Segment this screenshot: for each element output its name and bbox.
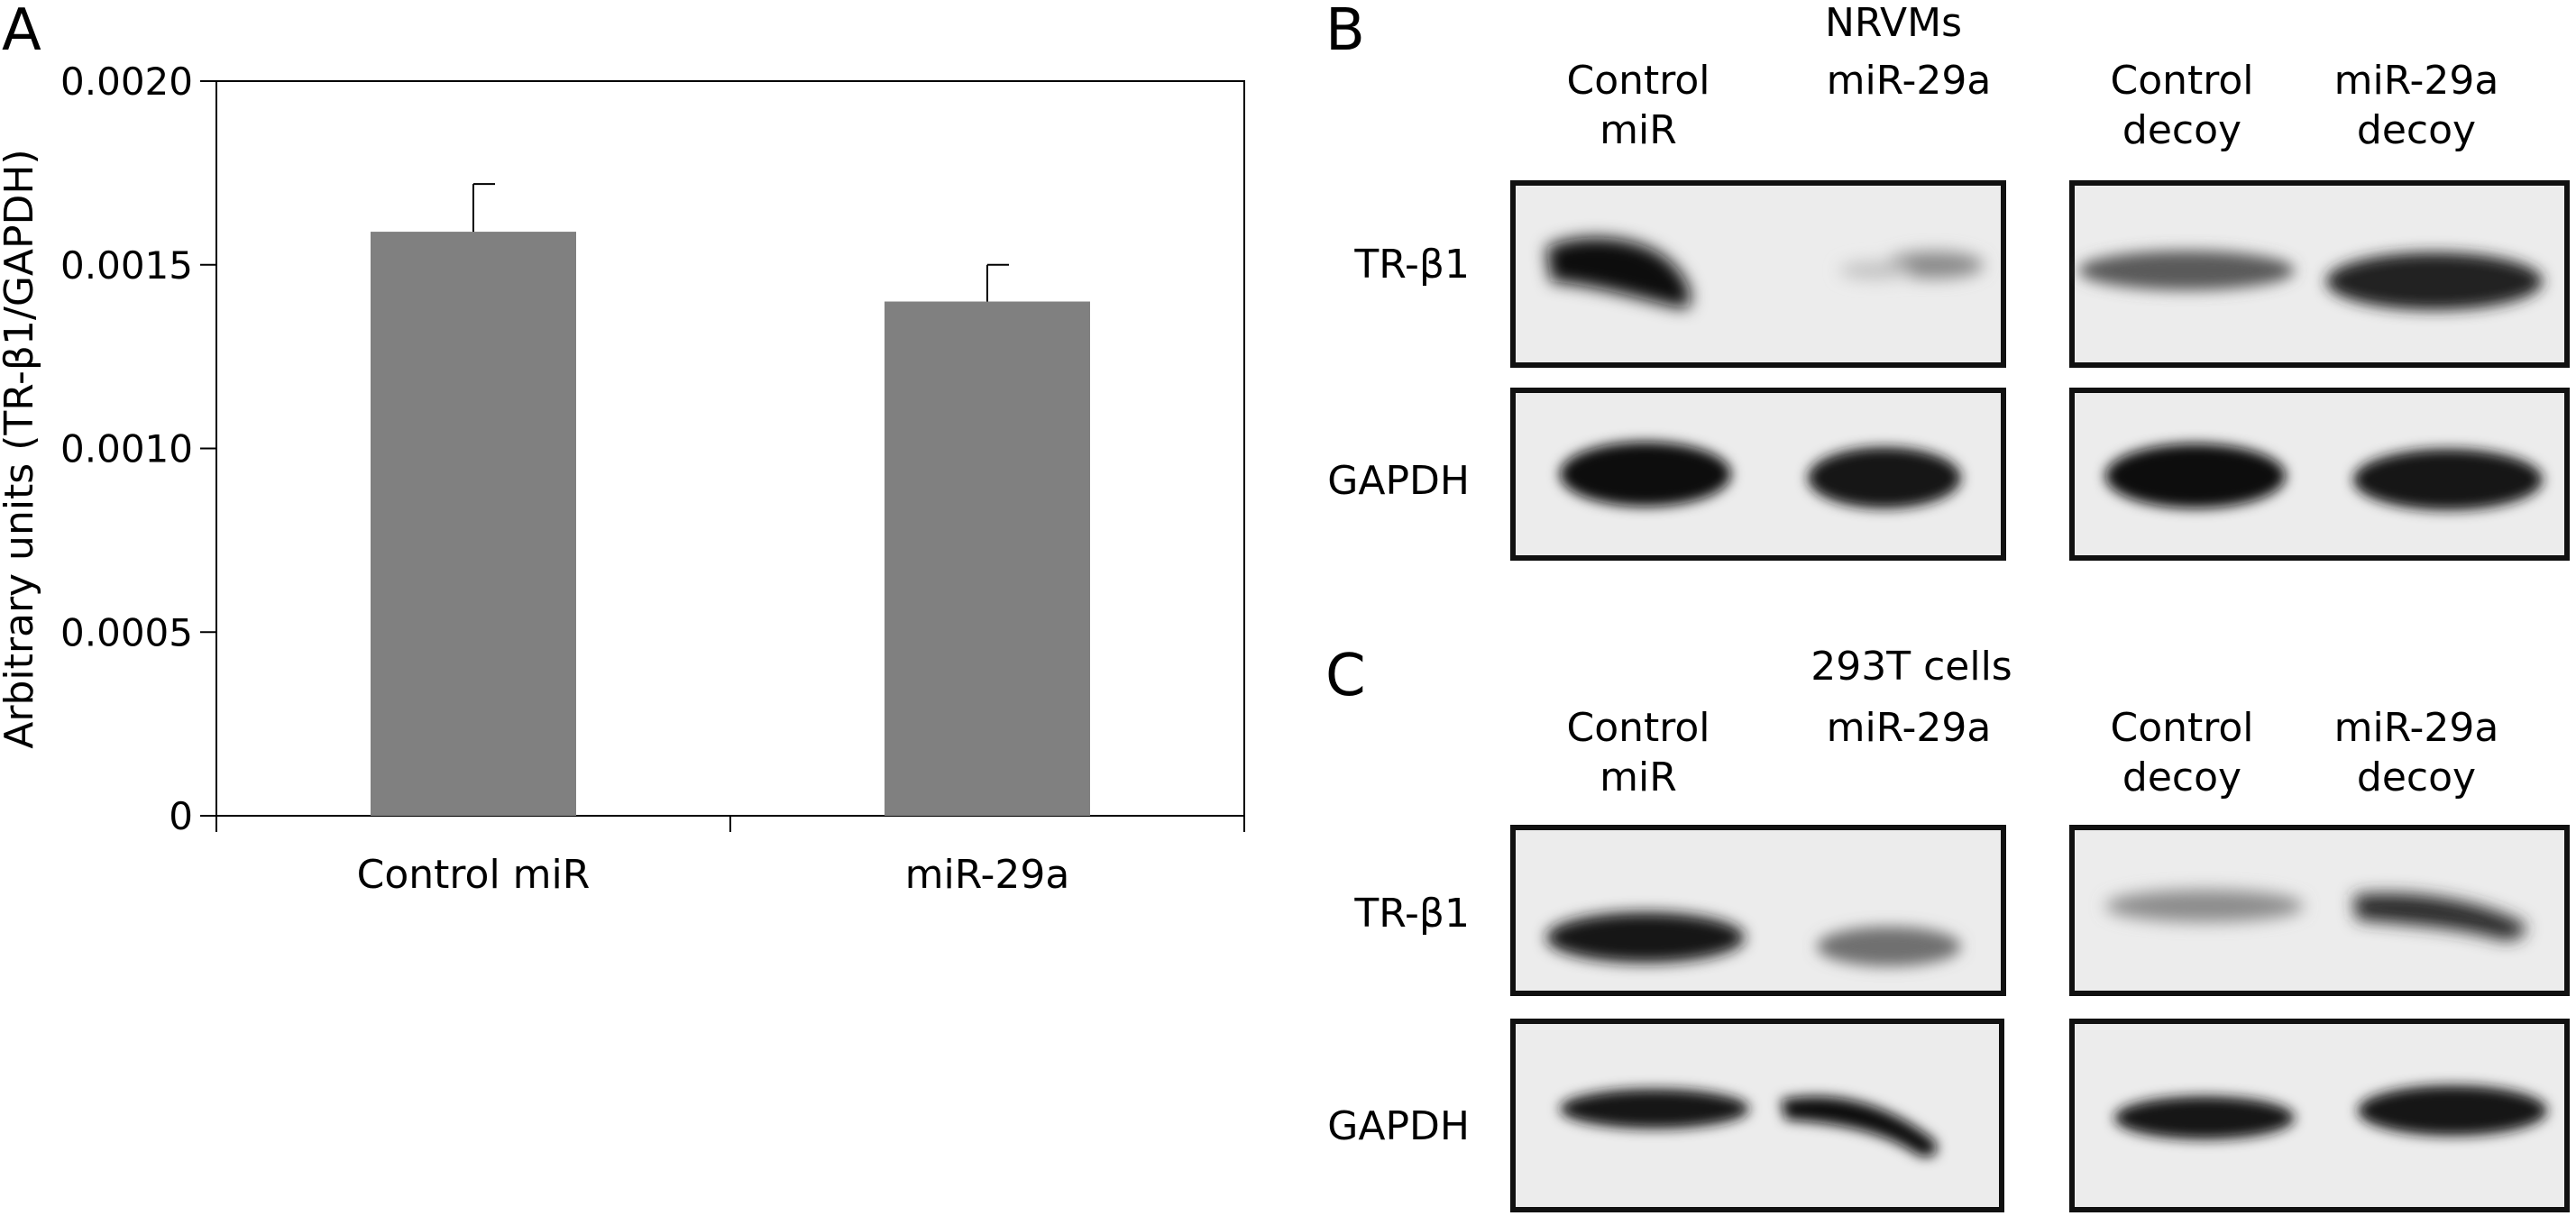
blot-b-trb1-left [1510,180,2006,368]
panel-c-lane-2-label: miR-29a [1792,703,2026,753]
panel-b-lane-1-label: Control miR [1521,56,1756,155]
lane-label-line: miR-29a [1826,58,1992,104]
x-axis-categories: Control miR miR-29a [215,816,1245,898]
y-axis-ticks: 0 0.0005 0.0010 0.0015 0.0020 [60,59,216,838]
panel-letter-a: A [2,0,41,64]
y-tick-label: 0.0010 [60,427,193,471]
lane-label-line: miR-29a [2333,58,2499,104]
lane-label-line: miR-29a [2333,705,2499,751]
bar [371,232,576,816]
blot-b-trb1-right [2069,180,2570,368]
lane-label-line: decoy [2122,107,2242,153]
blot-b-gapdh-right [2069,388,2570,561]
lane-label-line: miR [1600,107,1677,153]
x-category-label: miR-29a [905,852,1070,898]
blot-c-trb1-left [1510,825,2006,996]
lane-label-line: Control [1566,705,1710,751]
bar [885,301,1090,816]
panel-b-row-label-tr-beta1: TR-β1 [1354,242,1470,288]
blot-c-gapdh-right [2069,1019,2570,1212]
lane-label-line: Control [2110,705,2254,751]
panel-c-lane-4-label: miR-29a decoy [2299,703,2534,802]
lane-label-line: decoy [2356,107,2477,153]
y-tick-label: 0.0005 [60,610,193,654]
y-tick-label: 0.0020 [60,59,193,104]
bars [371,183,1090,816]
y-tick-label: 0 [169,794,193,838]
lane-label-line: Control [2110,58,2254,104]
blot-c-trb1-right [2069,825,2570,996]
panel-letter-c: C [1325,643,1366,709]
panel-c-lane-1-label: Control miR [1521,703,1756,802]
x-category-label: Control miR [357,852,591,898]
panel-b-row-label-gapdh: GAPDH [1327,458,1470,504]
lane-label-line: Control [1566,58,1710,104]
y-tick-label: 0.0015 [60,243,193,288]
lane-label-line: miR [1600,754,1677,800]
panel-c-title: 293T cells [1811,644,2012,690]
panel-letter-b: B [1325,0,1365,64]
panel-c-row-label-gapdh: GAPDH [1327,1103,1470,1149]
lane-label-line: decoy [2122,754,2242,800]
blot-c-gapdh-left [1510,1019,2004,1212]
panel-c-row-label-tr-beta1: TR-β1 [1354,891,1470,937]
panel-b-lane-3-label: Control decoy [2065,56,2299,155]
bar-chart: 0 0.0005 0.0010 0.0015 0.0020 Control miR miR… [0,59,1245,898]
panel-b-title: NRVMs [1824,0,1963,46]
panel-b-lane-2-label: miR-29a [1792,56,2026,105]
panel-c-lane-3-label: Control decoy [2065,703,2299,802]
lane-label-line: decoy [2356,754,2477,800]
panel-b-lane-4-label: miR-29a decoy [2299,56,2534,155]
blot-b-gapdh-left [1510,388,2006,561]
lane-label-line: miR-29a [1826,705,1992,751]
y-axis-label: Arbitrary units (TR-β1/GAPDH) [0,149,42,748]
